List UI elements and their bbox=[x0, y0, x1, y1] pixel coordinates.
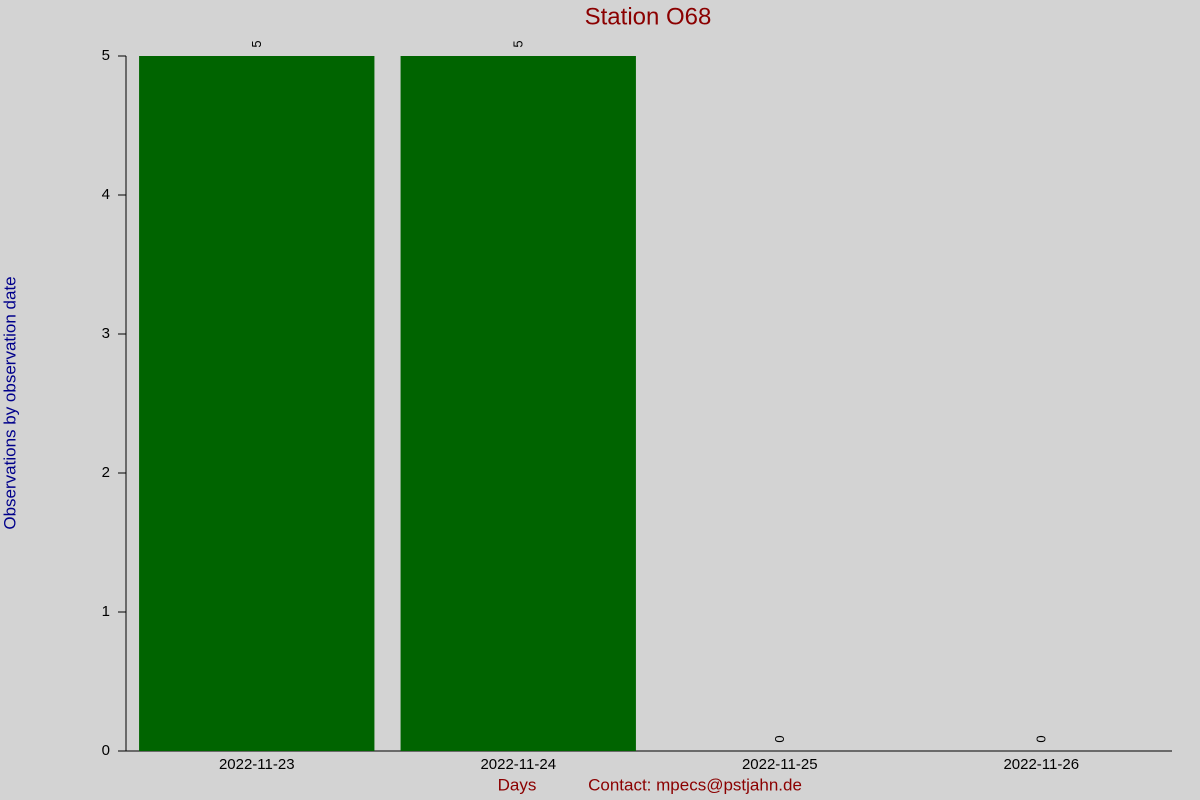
y-axis-label: Observations by observation date bbox=[0, 276, 19, 529]
x-tick-label: 2022-11-25 bbox=[742, 756, 818, 773]
y-tick-label: 5 bbox=[102, 47, 110, 64]
footer: Contact: mpecs@pstjahn.de bbox=[588, 775, 802, 794]
y-tick-label: 3 bbox=[102, 325, 110, 342]
value-label: 5 bbox=[249, 40, 264, 47]
x-tick-label: 2022-11-24 bbox=[480, 756, 556, 773]
value-label: 5 bbox=[511, 40, 526, 47]
chart-title: Station O68 bbox=[585, 3, 712, 30]
y-tick-label: 2 bbox=[102, 464, 110, 481]
y-tick-label: 0 bbox=[102, 742, 110, 759]
y-tick-label: 4 bbox=[102, 186, 110, 203]
bar bbox=[139, 56, 375, 751]
value-label: 0 bbox=[772, 735, 787, 742]
bar bbox=[400, 56, 636, 751]
x-axis-label: Days bbox=[498, 775, 537, 794]
x-tick-label: 2022-11-26 bbox=[1003, 756, 1079, 773]
value-label: 0 bbox=[1034, 735, 1049, 742]
y-tick-label: 1 bbox=[102, 603, 110, 620]
x-tick-label: 2022-11-23 bbox=[219, 756, 295, 773]
